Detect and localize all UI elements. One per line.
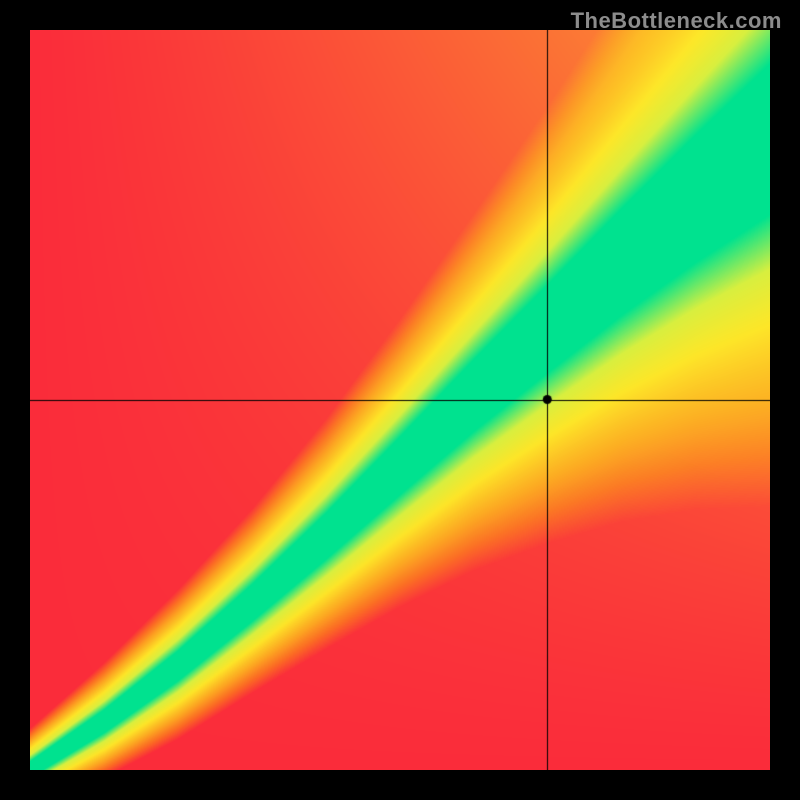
heatmap-canvas — [30, 30, 770, 770]
bottleneck-heatmap — [30, 30, 770, 770]
